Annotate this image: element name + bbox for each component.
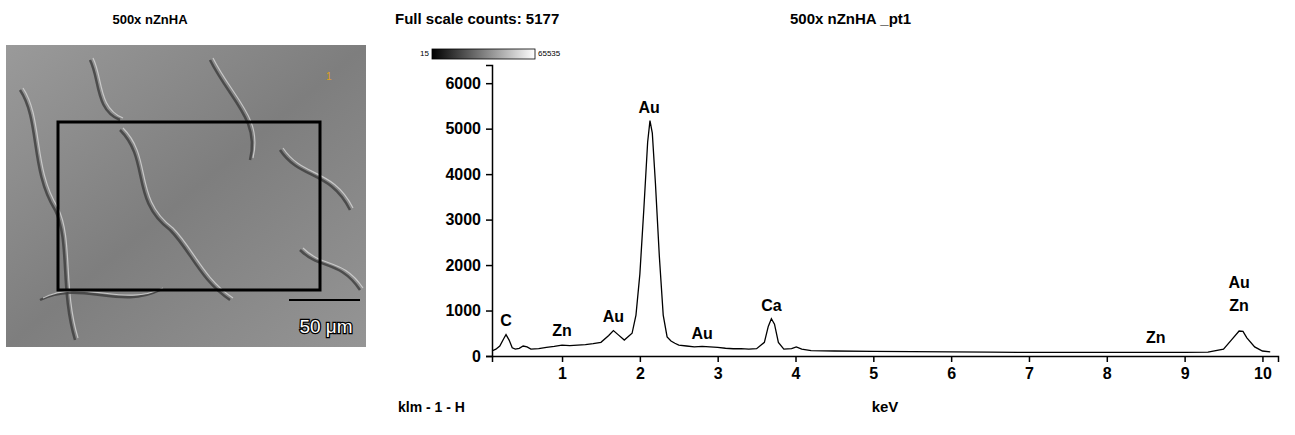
image-texture (120, 130, 230, 300)
x-tick-label: 9 (1181, 365, 1190, 382)
selection-box (58, 122, 320, 290)
x-tick-mark (717, 356, 719, 362)
image-texture (213, 58, 255, 158)
x-tick: 5 (869, 356, 878, 382)
x-axis: 1 2 3 4 5 6 7 8 9 10 (493, 356, 1279, 382)
x-tick-label: 3 (714, 365, 723, 382)
x-tick-label: 1 (558, 365, 567, 382)
y-axis-line (486, 66, 493, 357)
x-tick-mark (795, 356, 797, 362)
image-texture (23, 88, 78, 338)
y-axis: 0 1000 2000 3000 4000 5000 6000 (445, 66, 492, 365)
peak-label: Au (639, 99, 660, 116)
y-tick-mark (486, 174, 492, 176)
y-tick-label: 2000 (445, 257, 481, 274)
region-label: 1 (326, 71, 332, 82)
chart-subtitle: 500x nZnHA _pt1 (790, 10, 911, 27)
x-tick-mark (1107, 356, 1109, 362)
y-tick: 2000 (445, 257, 492, 274)
x-tick: 2 (636, 356, 645, 382)
y-tick-label: 4000 (445, 166, 481, 183)
x-axis-title: keV (872, 398, 899, 415)
canvas: 500x nZnHA150 μm1565535Full scale counts… (0, 0, 1295, 435)
y-tick-mark (486, 219, 492, 221)
x-tick: 7 (1025, 356, 1034, 382)
x-tick: 6 (947, 356, 956, 382)
y-tick-mark (486, 265, 492, 267)
x-tick-label: 6 (947, 365, 956, 382)
x-axis-line (493, 357, 1279, 363)
scale-bar (289, 299, 360, 301)
image-texture (280, 150, 350, 210)
x-tick: 4 (792, 356, 801, 382)
peak-label: Au (1228, 274, 1249, 291)
x-tick-mark (640, 356, 642, 362)
x-tick-label: 7 (1025, 365, 1034, 382)
x-tick: 9 (1181, 356, 1190, 382)
x-tick-label: 10 (1254, 365, 1272, 382)
sem-image: 1 50 μm (6, 45, 366, 347)
peak-label: Au (603, 308, 624, 325)
y-tick-label: 6000 (445, 75, 481, 92)
y-tick-label: 5000 (445, 120, 481, 137)
image-texture (303, 248, 363, 288)
peak-labels: C Zn Au Au Au Ca Zn Au Zn (500, 99, 1250, 347)
x-tick-mark (1262, 356, 1264, 362)
x-tick-label: 8 (1103, 365, 1112, 382)
x-tick-mark (1029, 356, 1031, 362)
x-tick: 8 (1103, 356, 1112, 382)
x-tick-mark (562, 356, 564, 362)
y-tick: 5000 (445, 120, 492, 137)
peak-label: Zn (1229, 297, 1249, 314)
y-tick-mark (486, 128, 492, 130)
image-texture (20, 90, 75, 340)
x-tick: 1 (558, 356, 567, 382)
x-tick: 3 (714, 356, 723, 382)
spectrum-line (492, 121, 1270, 353)
footer: klm - 1 - H (398, 399, 465, 415)
x-tick-mark (951, 356, 953, 362)
image-title: 500x nZnHA (112, 12, 188, 27)
peak-label: Au (691, 325, 712, 342)
y-tick-mark (486, 310, 492, 312)
image-texture (123, 128, 233, 298)
y-tick-mark (486, 83, 492, 85)
image-texture (90, 60, 120, 120)
y-tick-label: 1000 (445, 302, 481, 319)
y-tick: 4000 (445, 166, 492, 183)
y-tick: 6000 (445, 75, 492, 92)
y-tick: 0 (472, 348, 492, 365)
peak-label: Zn (552, 322, 572, 339)
y-tick-mark (486, 356, 492, 358)
x-tick-mark (1184, 356, 1186, 362)
x-tick-label: 2 (636, 365, 645, 382)
x-tick-mark (873, 356, 875, 362)
image-texture (300, 250, 360, 290)
x-tick: 10 (1254, 356, 1272, 382)
image-texture (283, 148, 353, 208)
x-tick-label: 4 (792, 365, 801, 382)
plot-area (492, 121, 1270, 353)
peak-label: Zn (1146, 329, 1166, 346)
image-background (6, 45, 366, 347)
y-tick-label: 3000 (445, 211, 481, 228)
peak-label: C (500, 312, 512, 329)
y-tick-label: 0 (472, 348, 481, 365)
scale-bar-label: 50 μm (299, 316, 352, 337)
y-tick: 3000 (445, 211, 492, 228)
colorbar-tick-label: 65535 (538, 49, 561, 58)
chart-title: Full scale counts: 5177 (395, 10, 559, 27)
x-tick-label: 5 (869, 365, 878, 382)
colorbar (432, 49, 535, 59)
peak-label: Ca (761, 297, 782, 314)
y-tick: 1000 (445, 302, 492, 319)
colorbar-tick-label: 15 (420, 49, 429, 58)
image-texture (93, 58, 123, 118)
